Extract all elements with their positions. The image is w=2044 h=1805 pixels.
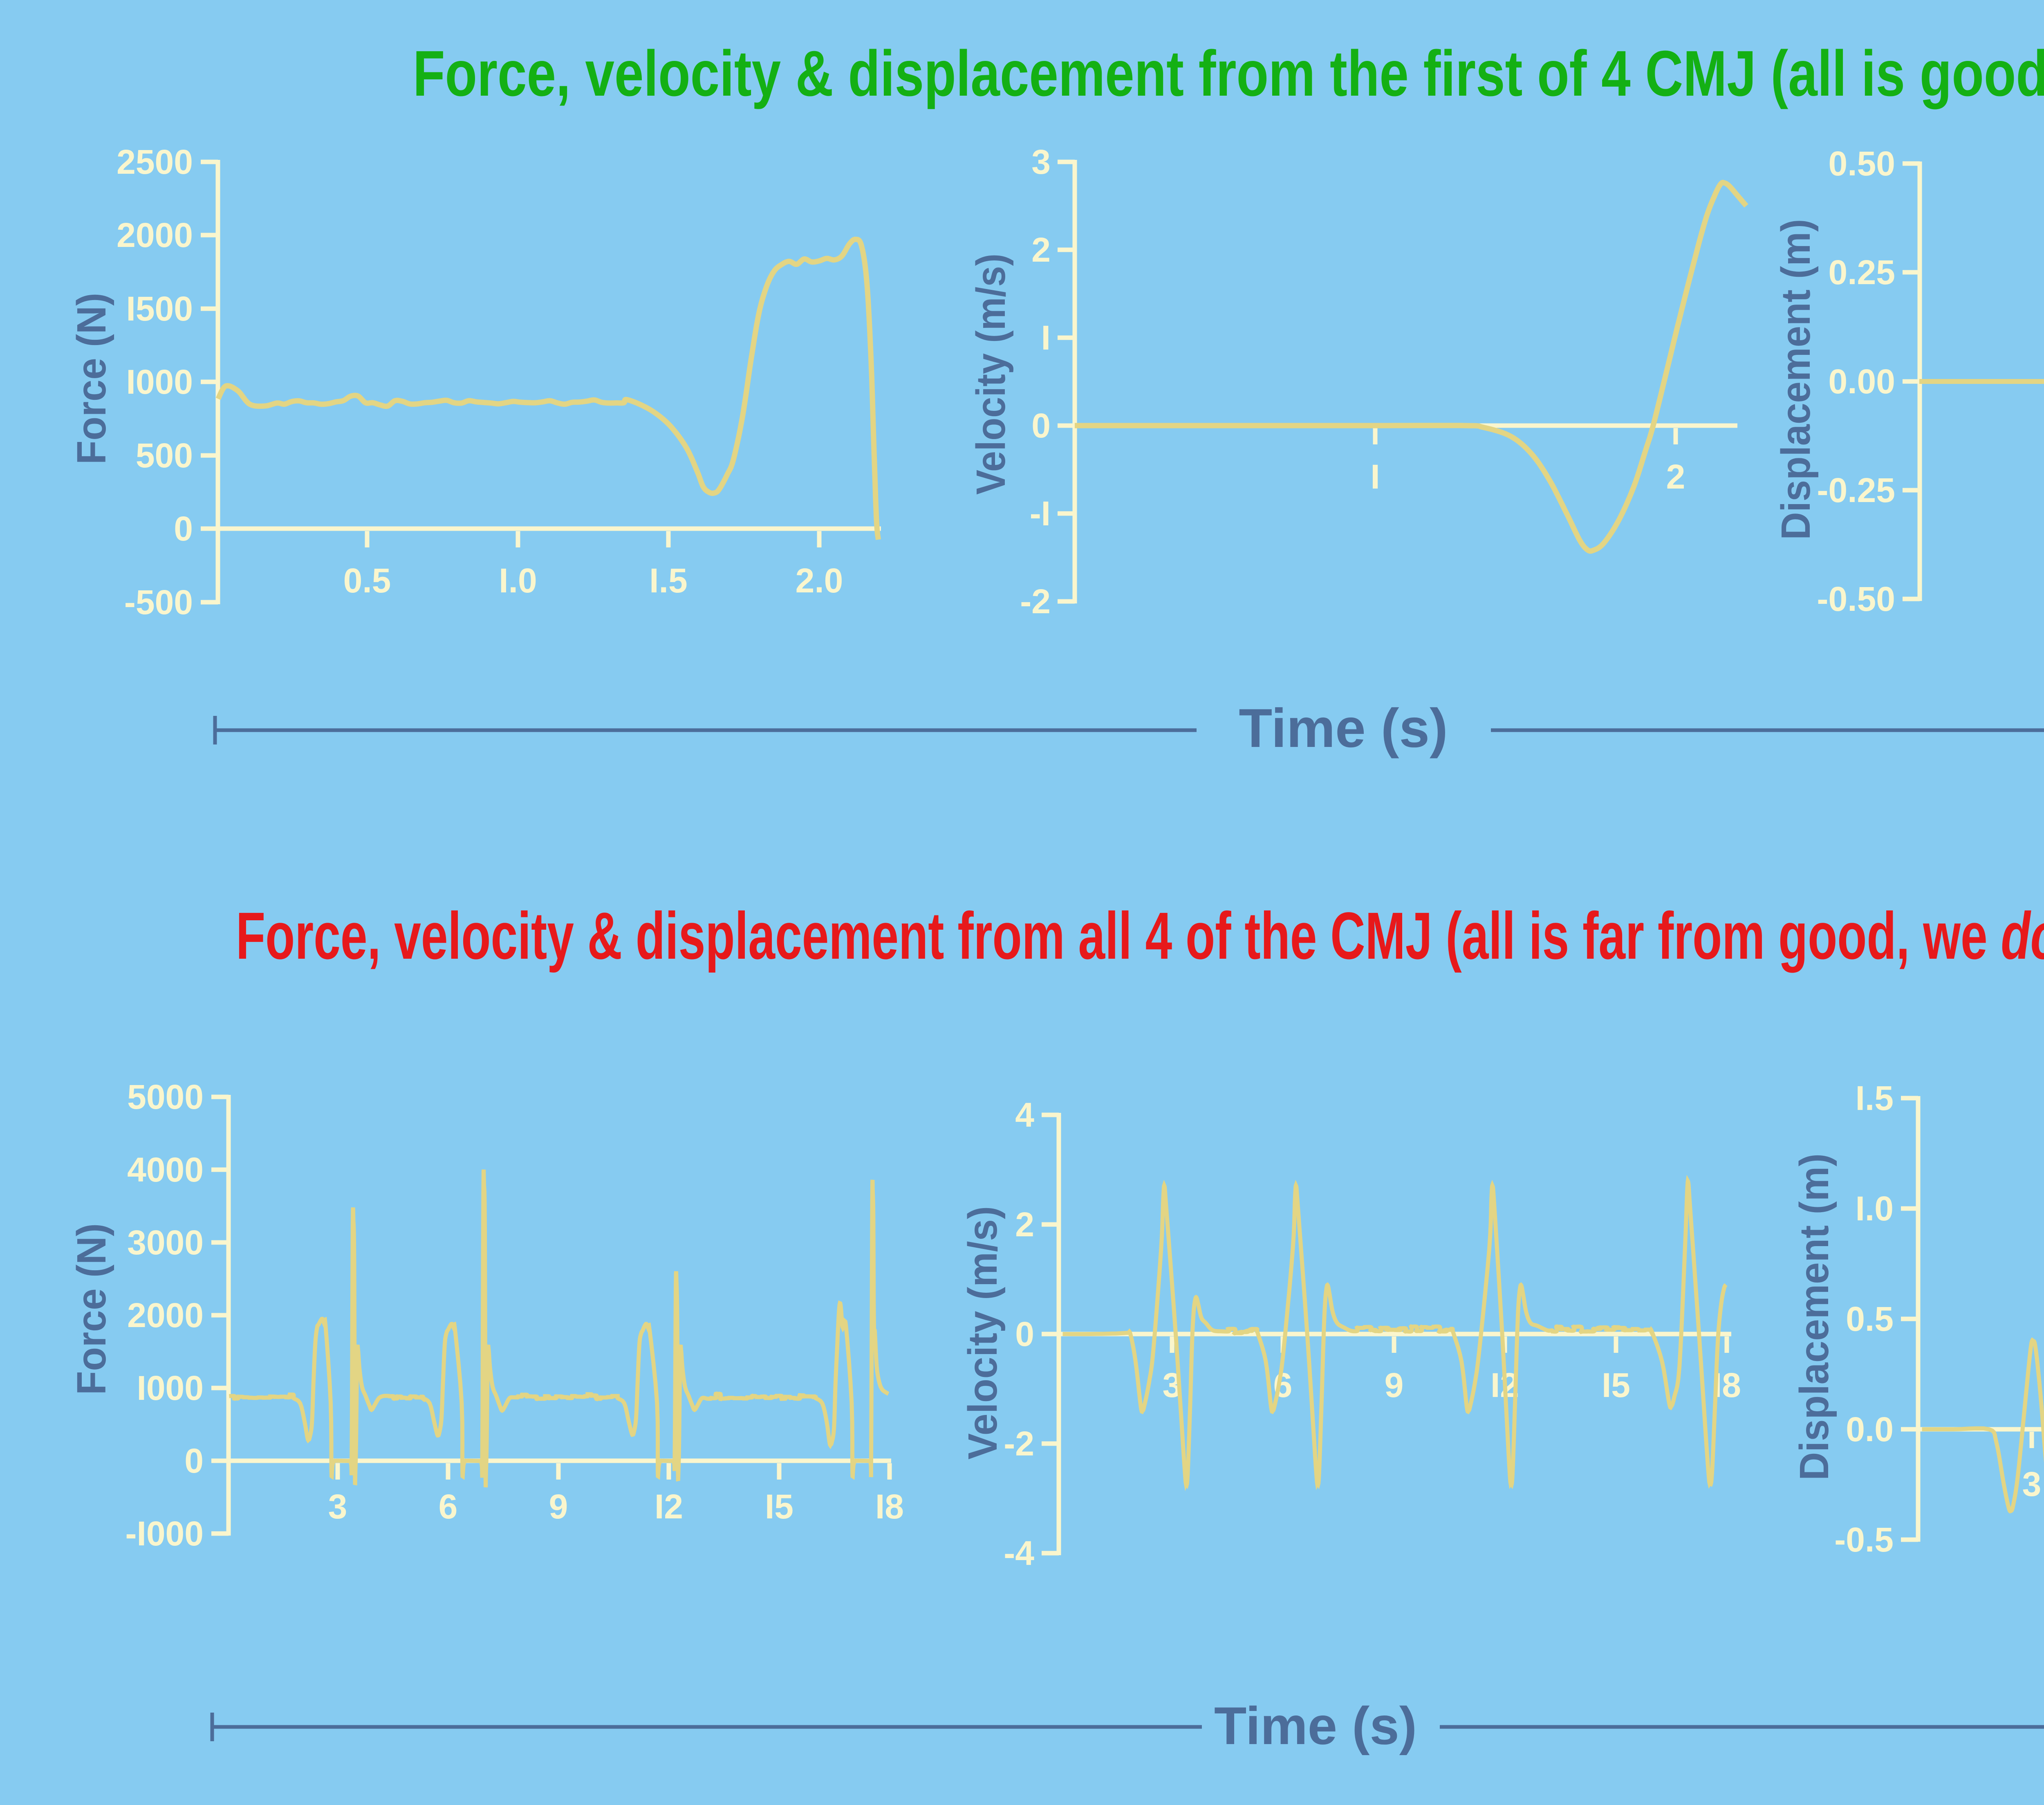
svg-text:I5: I5 [765,1487,793,1526]
svg-text:I8: I8 [875,1487,904,1526]
svg-text:0.0: 0.0 [1846,1410,1894,1448]
svg-text:I5: I5 [1602,1366,1630,1404]
svg-text:0.50: 0.50 [1829,144,1896,183]
svg-text:5000: 5000 [127,1078,204,1116]
svg-text:0: 0 [1031,406,1051,445]
svg-text:2.0: 2.0 [796,561,843,600]
svg-text:0.00: 0.00 [1829,362,1896,401]
svg-text:Force, velocity & displacement: Force, velocity & displacement from the … [413,38,2044,110]
svg-text:I: I [1370,457,1380,496]
svg-text:3000: 3000 [127,1223,204,1262]
svg-text:-2: -2 [1004,1424,1034,1463]
svg-text:-500: -500 [124,583,193,621]
svg-text:Displacement (m): Displacement (m) [1791,1153,1837,1480]
svg-text:0: 0 [174,509,193,548]
svg-text:-4: -4 [1004,1534,1034,1572]
svg-text:I000: I000 [126,363,193,401]
svg-text:2: 2 [1031,231,1051,269]
svg-text:Displacement (m): Displacement (m) [1773,219,1819,540]
svg-text:2: 2 [1015,1205,1034,1244]
svg-text:I: I [1041,318,1051,357]
svg-text:Velocity (m/s): Velocity (m/s) [960,1206,1006,1460]
svg-text:I.0: I.0 [1856,1189,1894,1228]
svg-text:3: 3 [1031,143,1051,181]
svg-text:Time (s): Time (s) [1214,1696,1417,1756]
svg-text:4000: 4000 [127,1150,204,1189]
svg-text:I.5: I.5 [1856,1079,1894,1117]
svg-text:Force, velocity & displacement: Force, velocity & displacement from all … [236,898,2044,973]
svg-text:-0.50: -0.50 [1817,580,1895,618]
svg-text:I000: I000 [137,1369,204,1407]
svg-text:-I000: -I000 [126,1514,204,1553]
svg-text:0: 0 [184,1442,204,1480]
svg-text:Velocity (m/s): Velocity (m/s) [968,253,1014,495]
svg-text:0.5: 0.5 [1846,1300,1894,1338]
svg-text:2500: 2500 [117,143,193,181]
svg-text:9: 9 [1385,1366,1404,1404]
svg-text:2000: 2000 [127,1296,204,1334]
svg-text:-0.5: -0.5 [1834,1520,1894,1559]
svg-text:0.5: 0.5 [343,561,391,600]
svg-text:6: 6 [439,1487,458,1526]
svg-text:500: 500 [136,436,193,475]
svg-text:2000: 2000 [117,216,193,254]
svg-text:I500: I500 [126,289,193,328]
svg-text:Force (N): Force (N) [69,293,114,464]
svg-text:4: 4 [1015,1096,1034,1134]
svg-text:Time (s): Time (s) [1239,698,1448,759]
svg-text:2: 2 [1666,457,1685,496]
svg-text:-2: -2 [1020,582,1051,621]
svg-text:3: 3 [328,1487,347,1526]
svg-text:0.25: 0.25 [1829,253,1896,291]
svg-text:-0.25: -0.25 [1817,471,1895,509]
svg-text:0: 0 [1015,1315,1034,1353]
svg-text:9: 9 [549,1487,568,1526]
svg-text:I2: I2 [654,1487,683,1526]
svg-text:I.0: I.0 [499,561,537,600]
svg-text:3: 3 [2022,1465,2042,1503]
svg-text:Force (N): Force (N) [69,1223,114,1395]
svg-text:-I: -I [1030,494,1051,533]
svg-text:I.5: I.5 [649,561,687,600]
